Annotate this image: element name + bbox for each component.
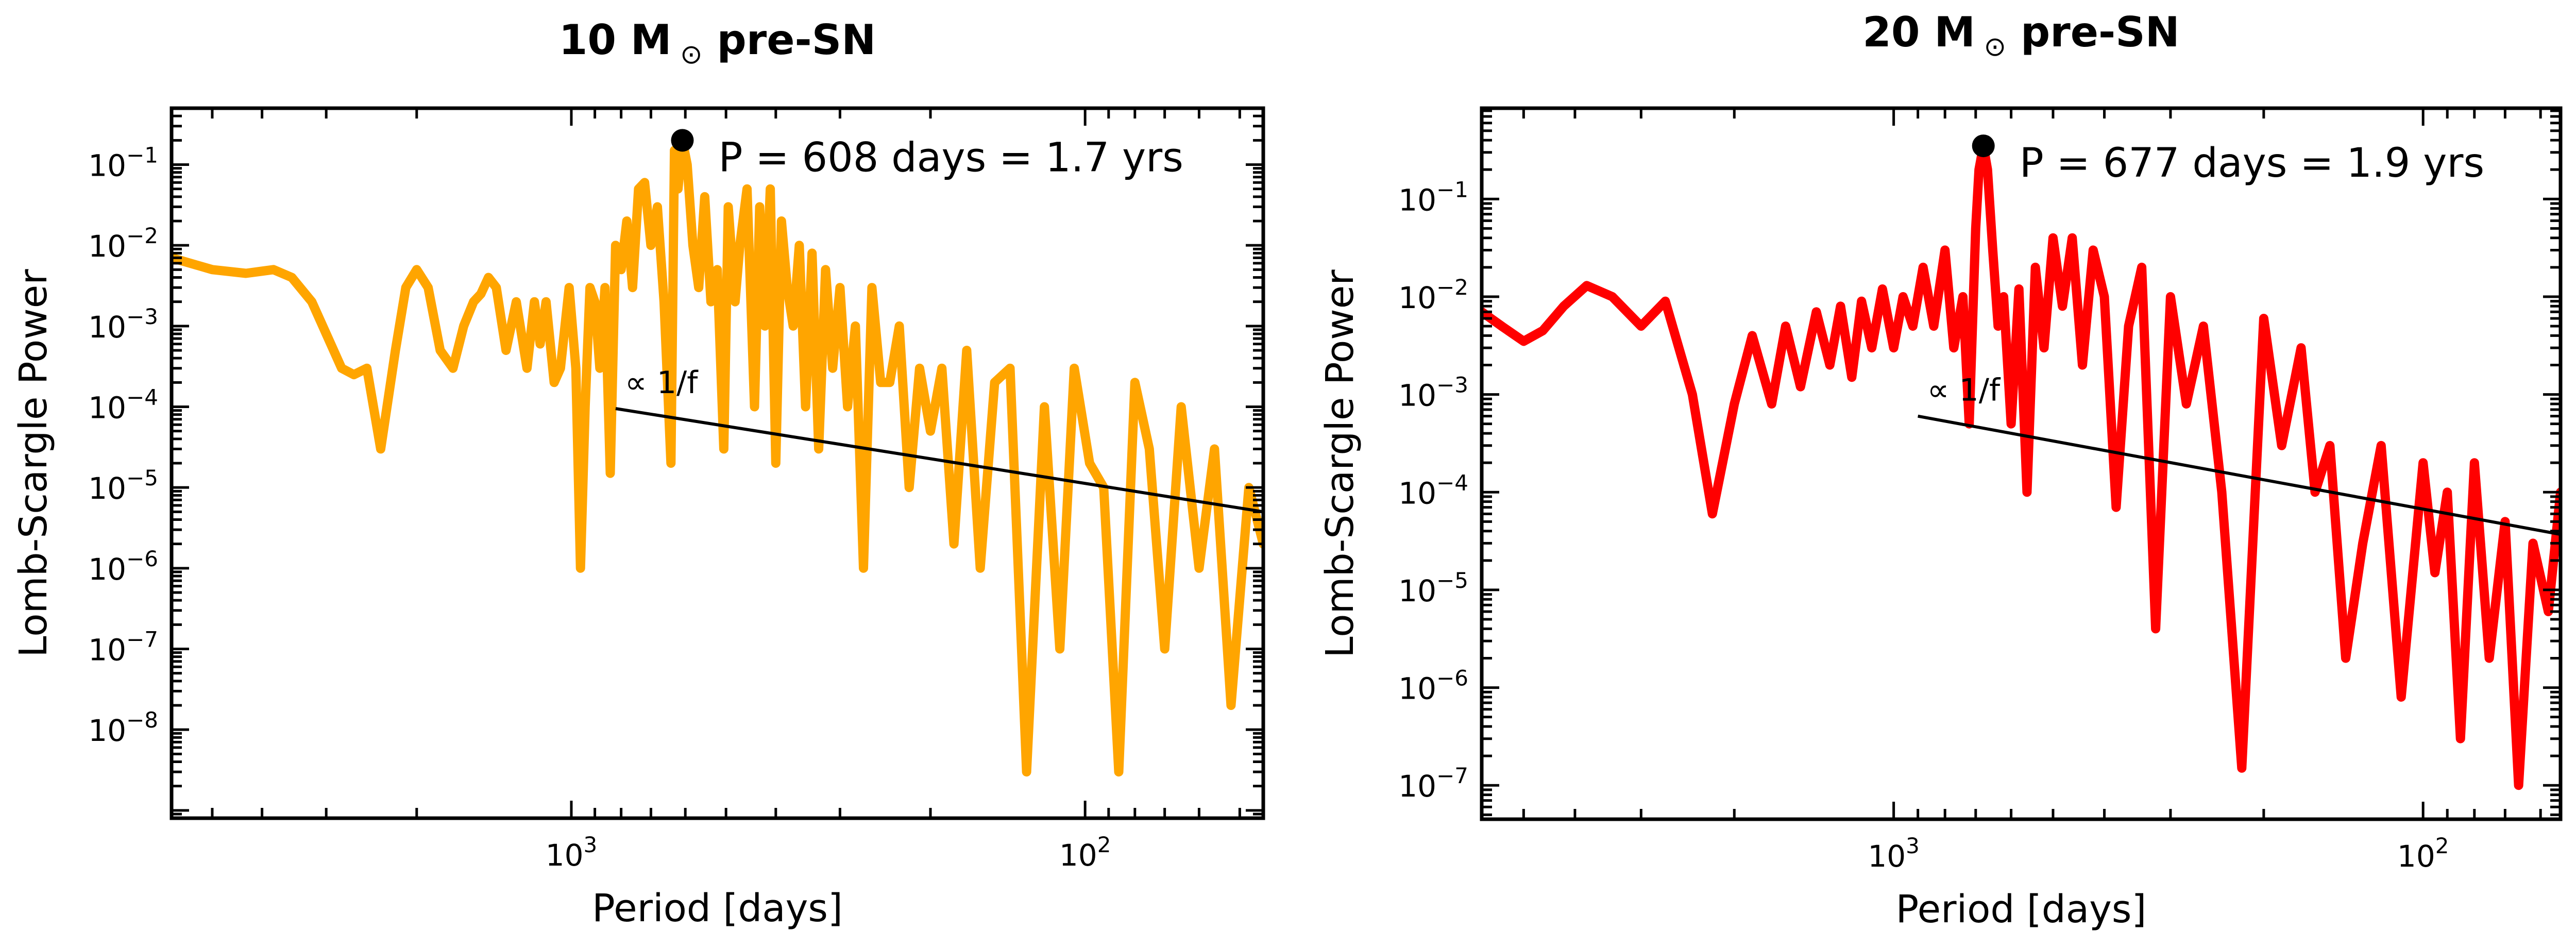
- chart-title: 20 M ⊙ pre-SN: [1862, 8, 2180, 62]
- x-tick-label: 102: [2397, 833, 2449, 874]
- y-tick-label: 10−4: [88, 384, 158, 425]
- y-tick-label: 10−5: [88, 465, 158, 506]
- peak-marker: [1972, 134, 1995, 158]
- x-axis-ticks: [1480, 108, 2542, 819]
- peak-marker: [671, 129, 694, 152]
- slope-label: ∝ 1/f: [1927, 373, 2001, 409]
- slope-line: [1918, 414, 2561, 536]
- slope-line: [615, 407, 1263, 514]
- series-line-1: [172, 136, 1263, 777]
- y-tick-label: 10−1: [88, 143, 158, 183]
- x-tick-label: 103: [1868, 833, 1920, 874]
- chart-title: 10 M ⊙ pre-SN: [559, 16, 876, 70]
- y-axis-ticks: [1482, 109, 2561, 816]
- y-tick-label: 10−6: [1398, 666, 1468, 706]
- x-axis-label: Period [days]: [1896, 887, 2147, 932]
- y-tick-label: 10−7: [88, 627, 158, 667]
- axes-frame: [170, 106, 1265, 820]
- y-tick-label: 10−8: [88, 707, 158, 748]
- y-tick-label: 10−3: [1398, 373, 1468, 413]
- y-tick-label: 10−7: [1398, 763, 1468, 804]
- peak-label: P = 677 days = 1.9 yrs: [2020, 140, 2484, 187]
- x-tick-label: 103: [546, 832, 598, 873]
- x-axis-ticks: [170, 108, 1241, 818]
- x-tick-label: 102: [1059, 832, 1111, 873]
- series-line-1: [1482, 141, 2561, 790]
- plot-area: [1482, 141, 2561, 790]
- y-axis-ticks: [172, 107, 1263, 820]
- panel-2: ∝ 1/f P = 677 days = 1.9 yrs 10−1 10−2 10−3 1…: [1318, 8, 2563, 932]
- y-axis-label: Lomb-Scargle Power: [1318, 269, 1362, 658]
- y-axis-label: Lomb-Scargle Power: [11, 269, 56, 657]
- y-tick-label: 10−3: [88, 304, 158, 345]
- panel-1: ∝ 1/f P = 608 days = 1.7 yrs 10−1 10−2 10−3 1…: [11, 16, 1265, 931]
- y-tick-label: 10−2: [88, 223, 158, 264]
- y-tick-label: 10−1: [1398, 177, 1468, 217]
- axes-frame: [1480, 106, 2563, 821]
- y-tick-label: 10−2: [1398, 275, 1468, 315]
- peak-label: P = 608 days = 1.7 yrs: [718, 134, 1183, 181]
- y-tick-label: 10−6: [88, 546, 158, 587]
- y-tick-label: 10−4: [1398, 470, 1468, 511]
- plot-area: [172, 136, 1263, 777]
- y-tick-label: 10−5: [1398, 568, 1468, 608]
- x-axis-label: Period [days]: [592, 886, 843, 931]
- slope-label: ∝ 1/f: [625, 365, 699, 401]
